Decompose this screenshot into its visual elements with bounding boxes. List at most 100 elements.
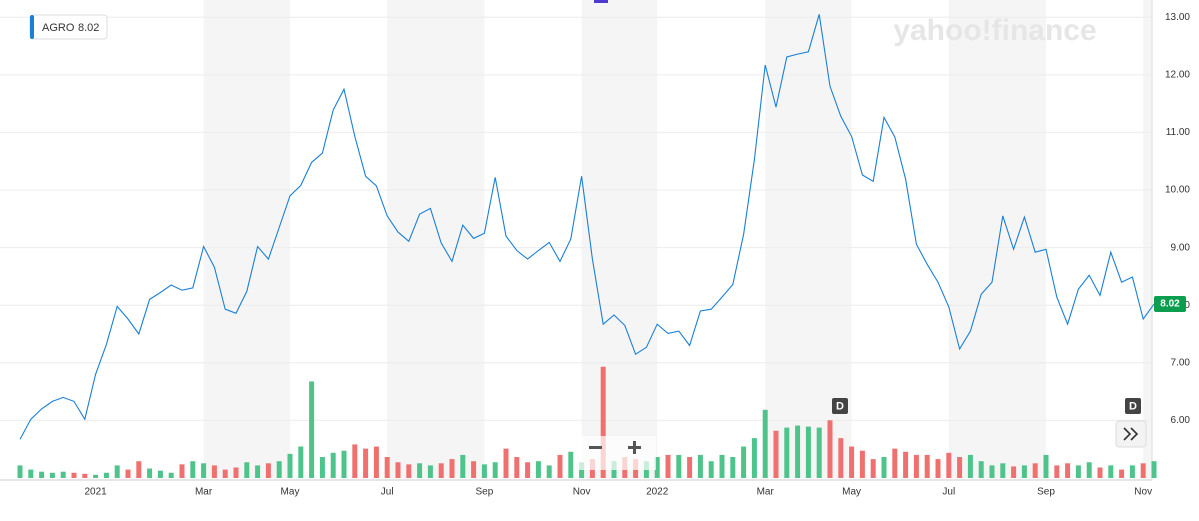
- ticker: AGRO: [42, 22, 75, 34]
- volume-bar: [903, 451, 909, 478]
- volume-bar: [849, 446, 855, 478]
- volume-bar: [546, 465, 552, 478]
- volume-bar: [39, 471, 45, 478]
- volume-bar: [28, 469, 34, 478]
- volume-bar: [838, 438, 844, 478]
- shade-band: [581, 0, 658, 478]
- volume-bar: [309, 381, 315, 478]
- volume-bar: [211, 465, 217, 478]
- volume-bar: [881, 457, 887, 478]
- volume-bar: [276, 461, 282, 478]
- grid: [0, 0, 1153, 481]
- volume-bar: [373, 446, 379, 478]
- volume-bar: [535, 461, 541, 478]
- shade-band: [203, 0, 290, 478]
- volume-bar: [1140, 463, 1146, 478]
- volume-bar: [978, 461, 984, 478]
- y-tick-label: 10.00: [1165, 185, 1190, 196]
- volume-bar: [1151, 461, 1157, 478]
- y-tick-label: 9.00: [1171, 242, 1191, 253]
- volume-bar: [665, 454, 671, 478]
- x-tick-label: Nov: [573, 487, 591, 498]
- volume-bar: [1119, 469, 1125, 478]
- volume-bar: [438, 463, 444, 478]
- watermark: yahoo!finance: [893, 14, 1096, 47]
- y-tick-label: 6.00: [1171, 415, 1191, 426]
- x-tick-label: Nov: [1134, 487, 1152, 498]
- volume-bar: [363, 448, 369, 478]
- volume-bar: [395, 462, 401, 478]
- volume-bar: [427, 465, 433, 478]
- volume-bar: [773, 430, 779, 478]
- volume-bar: [222, 469, 228, 478]
- zoom-controls: [578, 436, 656, 470]
- volume-bar: [71, 472, 77, 478]
- volume-bar: [827, 420, 833, 478]
- volume-bar: [330, 452, 336, 478]
- y-tick-label: 12.00: [1165, 69, 1190, 80]
- shade-band: [1143, 0, 1152, 478]
- shade-band: [387, 0, 485, 478]
- volume-bar: [201, 463, 207, 478]
- volume-bar: [935, 459, 941, 478]
- y-tick-label: 7.00: [1171, 357, 1191, 368]
- volume-bar: [687, 457, 693, 478]
- x-tick-label: Sep: [1037, 487, 1055, 498]
- volume-bar: [1075, 465, 1081, 478]
- volume-bar: [795, 425, 801, 478]
- volume-bar: [136, 461, 142, 478]
- volume-bar: [481, 464, 487, 478]
- volume-bar: [125, 469, 131, 478]
- volume-bar: [406, 464, 412, 478]
- volume-bar: [298, 446, 304, 478]
- x-tick-label: May: [842, 487, 861, 498]
- x-tick-label: Jul: [381, 487, 394, 498]
- volume-bar: [168, 472, 174, 478]
- zoom-bg: [578, 436, 656, 470]
- volume-bar: [352, 444, 358, 478]
- volume-bar: [319, 457, 325, 478]
- volume-bar: [341, 450, 347, 478]
- volume-bar: [460, 454, 466, 478]
- volume-bar: [255, 465, 261, 478]
- zoom-out[interactable]: [589, 446, 602, 449]
- volume-bar: [114, 465, 120, 478]
- volume-bar: [1032, 463, 1038, 478]
- volume-bar: [1097, 467, 1103, 478]
- volume-bar: [417, 463, 423, 478]
- volume-bar: [805, 426, 811, 478]
- last-price-label: 8.02: [1160, 299, 1180, 310]
- volume-bar: [514, 457, 520, 478]
- volume-bar: [957, 457, 963, 478]
- dividend-box: [1125, 398, 1141, 414]
- ticker-price: 8.02: [78, 22, 99, 34]
- volume-bar: [157, 470, 163, 478]
- volume-bar: [471, 461, 477, 478]
- last-price-box: [1154, 296, 1186, 313]
- ticker-tag: AGRO 8.02: [29, 14, 108, 40]
- volume-bar: [697, 454, 703, 478]
- volume-bar: [179, 464, 185, 478]
- bands: [203, 0, 1152, 478]
- volume-bar: [1043, 454, 1049, 478]
- volume-bar: [1000, 463, 1006, 478]
- price-line: [19, 14, 1155, 440]
- x-tick-label: Sep: [476, 487, 494, 498]
- volume-bar: [751, 438, 757, 478]
- volume-bar: [17, 465, 23, 478]
- scroll-icon: [1123, 427, 1139, 441]
- volume-bar: [989, 465, 995, 478]
- volume-bar: [892, 448, 898, 478]
- volume-bar: [103, 472, 109, 478]
- volume-bar: [1086, 462, 1092, 478]
- x-tick-label: 2022: [646, 487, 669, 498]
- zoom-in[interactable]: [628, 441, 641, 454]
- scroll-button[interactable]: [1115, 420, 1147, 448]
- dividend-box: [832, 398, 848, 414]
- volume-bar: [719, 454, 725, 478]
- volume-bar: [384, 457, 390, 478]
- volume-bar: [730, 457, 736, 478]
- x-tick-label: Mar: [757, 487, 775, 498]
- volume-bar: [762, 409, 768, 478]
- volume-bar: [1108, 465, 1114, 478]
